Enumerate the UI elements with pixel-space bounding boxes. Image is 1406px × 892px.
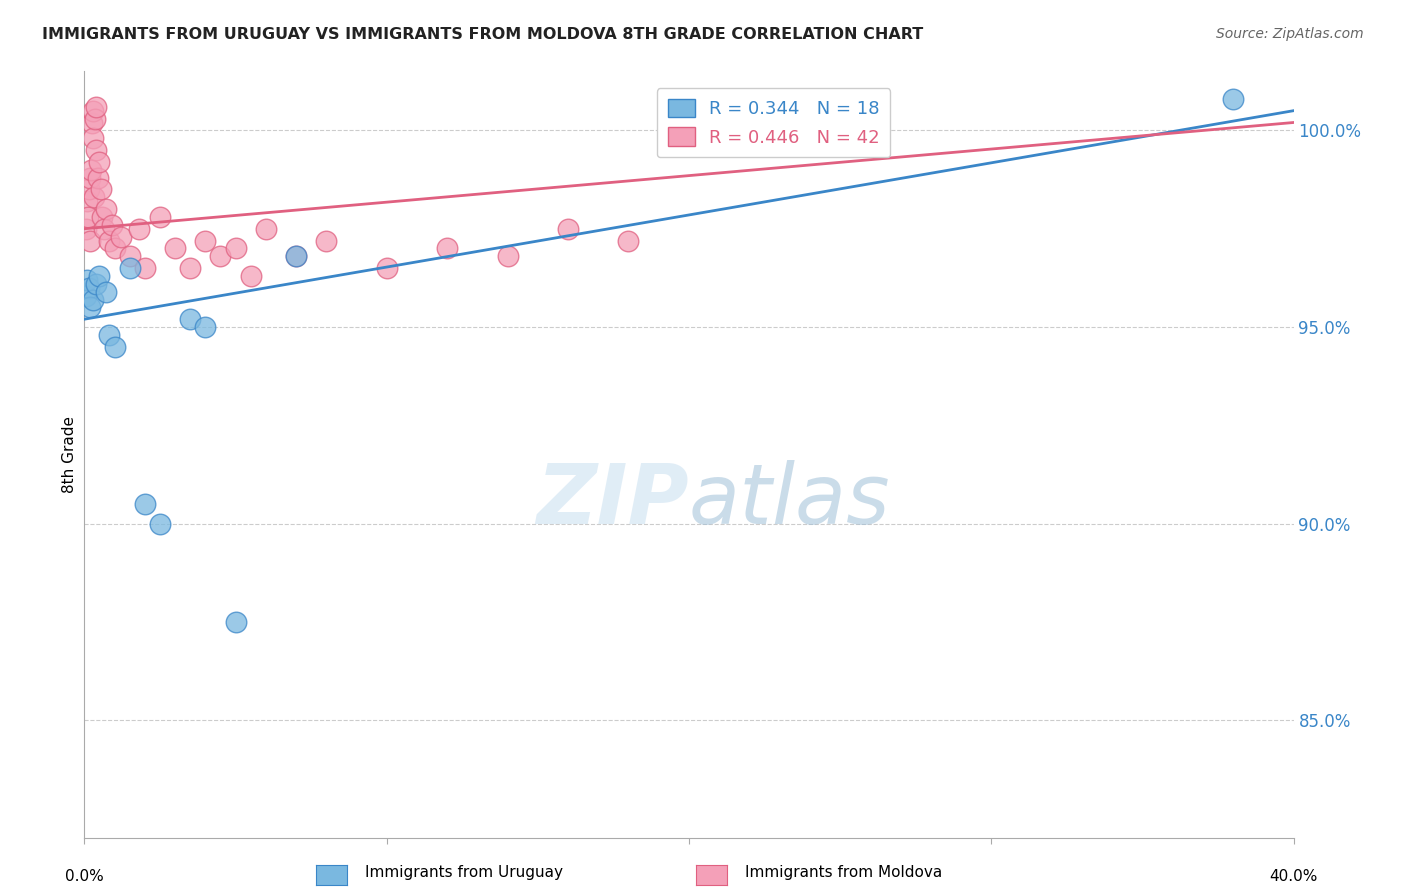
Point <box>194 234 217 248</box>
Point <box>77 281 100 295</box>
Point <box>82 103 104 118</box>
Point <box>84 112 107 126</box>
Text: IMMIGRANTS FROM URUGUAY VS IMMIGRANTS FROM MOLDOVA 8TH GRADE CORRELATION CHART: IMMIGRANTS FROM URUGUAY VS IMMIGRANTS FR… <box>42 27 924 42</box>
Point <box>86 277 108 291</box>
Point <box>79 301 101 315</box>
Text: ZIP: ZIP <box>536 460 689 541</box>
Point <box>79 234 101 248</box>
Point <box>134 261 156 276</box>
Text: 0.0%: 0.0% <box>65 869 104 884</box>
Point <box>436 241 458 255</box>
Point <box>94 202 117 216</box>
Point <box>90 182 112 196</box>
Point <box>89 154 111 169</box>
Point <box>79 170 101 185</box>
Point <box>315 234 337 248</box>
Point <box>87 170 110 185</box>
Point <box>285 249 308 263</box>
Point <box>165 241 187 255</box>
Point <box>285 249 308 263</box>
Point <box>86 143 108 157</box>
Point <box>91 210 114 224</box>
Point <box>1222 92 1244 106</box>
Point <box>149 516 172 531</box>
Point <box>225 241 247 255</box>
Legend: R = 0.344   N = 18, R = 0.446   N = 42: R = 0.344 N = 18, R = 0.446 N = 42 <box>657 88 890 158</box>
Point <box>104 340 127 354</box>
Point <box>617 234 640 248</box>
Point <box>110 229 132 244</box>
Point <box>239 268 262 283</box>
Point <box>225 615 247 629</box>
Point <box>84 100 107 114</box>
Point <box>82 131 104 145</box>
Point <box>134 497 156 511</box>
Text: Immigrants from Moldova: Immigrants from Moldova <box>745 865 942 880</box>
Point <box>94 285 117 299</box>
Point <box>496 249 519 263</box>
Point <box>89 268 111 283</box>
Point <box>100 218 122 232</box>
Point <box>80 115 103 129</box>
Point <box>194 320 217 334</box>
Point <box>149 210 172 224</box>
Point <box>75 288 97 302</box>
Point <box>97 234 120 248</box>
Point <box>83 190 105 204</box>
Point <box>118 249 141 263</box>
Point <box>77 210 100 224</box>
Point <box>76 194 98 209</box>
Point <box>209 249 232 263</box>
Point <box>77 182 100 196</box>
Point <box>179 261 201 276</box>
Point <box>254 221 277 235</box>
Point <box>80 162 103 177</box>
Point <box>557 221 579 235</box>
Text: Source: ZipAtlas.com: Source: ZipAtlas.com <box>1216 27 1364 41</box>
Point <box>76 273 98 287</box>
Point <box>97 327 120 342</box>
Point <box>104 241 127 255</box>
Y-axis label: 8th Grade: 8th Grade <box>62 417 77 493</box>
Text: atlas: atlas <box>689 460 890 541</box>
Point <box>118 261 141 276</box>
Point <box>75 221 97 235</box>
Point <box>93 221 115 235</box>
Text: Immigrants from Uruguay: Immigrants from Uruguay <box>366 865 562 880</box>
Point <box>179 312 201 326</box>
Text: 40.0%: 40.0% <box>1270 869 1317 884</box>
Point <box>128 221 150 235</box>
Point <box>375 261 398 276</box>
Point <box>82 293 104 307</box>
